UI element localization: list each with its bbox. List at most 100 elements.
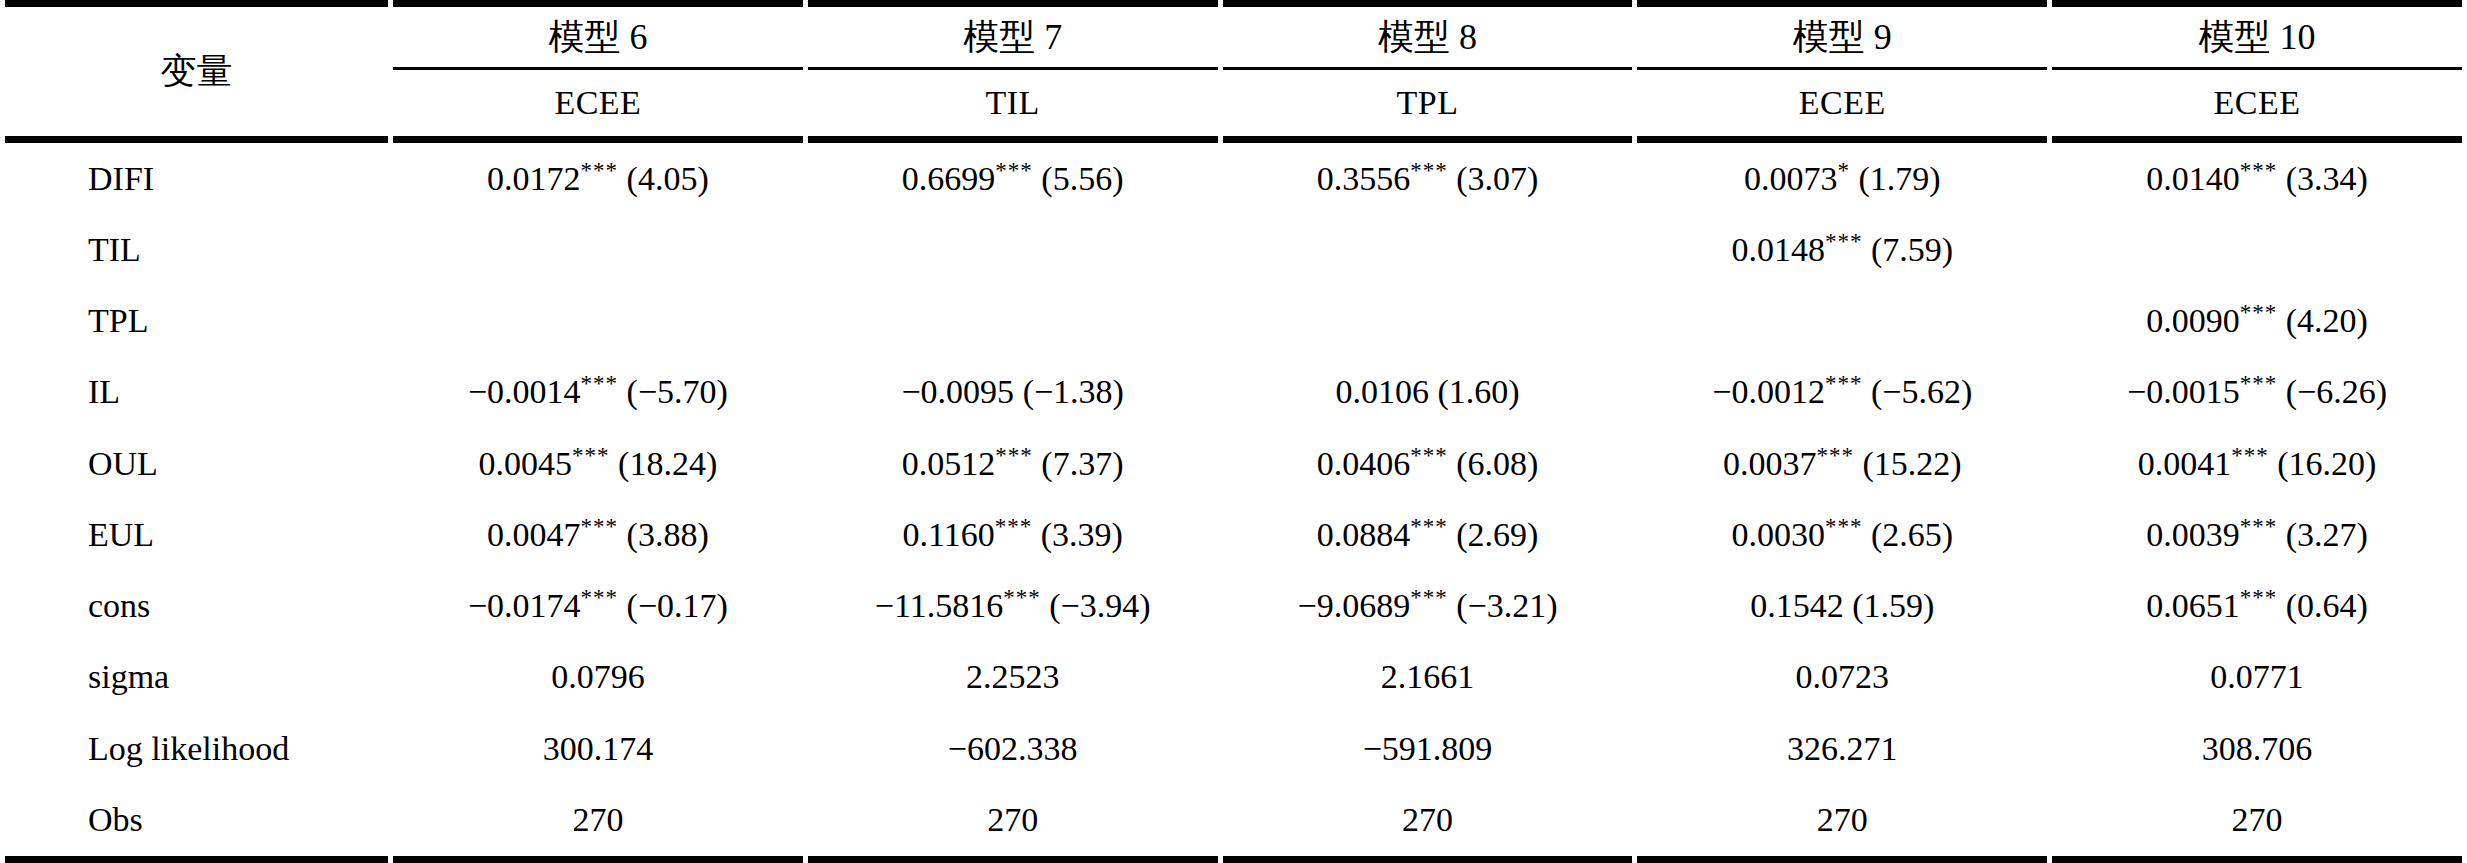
significance-stars: ***	[1825, 229, 1863, 254]
cell-value	[1223, 286, 1633, 357]
cell-value: −0.0174*** (−0.17)	[393, 571, 803, 642]
cell-value: 270	[808, 784, 1218, 863]
model-header-9: 模型 9	[1637, 0, 2047, 70]
model-header-8: 模型 8	[1223, 0, 1633, 70]
significance-stars: ***	[1410, 514, 1448, 539]
table-row: OUL0.0045*** (18.24)0.0512*** (7.37)0.04…	[5, 428, 2462, 499]
cell-value	[808, 286, 1218, 357]
row-label: IL	[5, 357, 388, 428]
regression-table: 变量 模型 6 模型 7 模型 8 模型 9 模型 10 ECEE TIL TP…	[0, 0, 2467, 863]
cell-value: 0.0723	[1637, 642, 2047, 713]
cell-value: 308.706	[2052, 713, 2462, 784]
dv-header-model7: TIL	[808, 70, 1218, 143]
cell-value: 0.0771	[2052, 642, 2462, 713]
table-row: IL−0.0014*** (−5.70)−0.0095 (−1.38)0.010…	[5, 357, 2462, 428]
table-row: TPL 0.0090*** (4.20)	[5, 286, 2462, 357]
significance-stars: ***	[2240, 585, 2278, 610]
significance-stars: ***	[581, 585, 619, 610]
row-label: sigma	[5, 642, 388, 713]
model-header-10: 模型 10	[2052, 0, 2462, 70]
cell-value: 0.0406*** (6.08)	[1223, 428, 1633, 499]
cell-value: 0.0039*** (3.27)	[2052, 499, 2462, 570]
significance-stars: ***	[995, 514, 1033, 539]
significance-stars: ***	[2240, 371, 2278, 396]
dv-header-model6: ECEE	[393, 70, 803, 143]
model-header-row: 变量 模型 6 模型 7 模型 8 模型 9 模型 10	[5, 0, 2462, 70]
cell-value: 0.6699*** (5.56)	[808, 143, 1218, 214]
significance-stars: ***	[572, 442, 610, 467]
cell-value: −591.809	[1223, 713, 1633, 784]
cell-value: 0.0172*** (4.05)	[393, 143, 803, 214]
cell-value: 0.0090*** (4.20)	[2052, 286, 2462, 357]
table-row: TIL 0.0148*** (7.59)	[5, 214, 2462, 285]
cell-value: −0.0095 (−1.38)	[808, 357, 1218, 428]
significance-stars: ***	[995, 442, 1033, 467]
cell-value	[393, 214, 803, 285]
cell-value: −0.0015*** (−6.26)	[2052, 357, 2462, 428]
cell-value: 0.0140*** (3.34)	[2052, 143, 2462, 214]
cell-value: 0.0884*** (2.69)	[1223, 499, 1633, 570]
cell-value: 0.0106 (1.60)	[1223, 357, 1633, 428]
cell-value: 0.0796	[393, 642, 803, 713]
significance-stars: *	[1837, 157, 1850, 182]
cell-value: 0.0030*** (2.65)	[1637, 499, 2047, 570]
cell-value: 0.3556*** (3.07)	[1223, 143, 1633, 214]
table-row: cons−0.0174*** (−0.17)−11.5816*** (−3.94…	[5, 571, 2462, 642]
table-row: sigma0.07962.25232.16610.07230.0771	[5, 642, 2462, 713]
significance-stars: ***	[1410, 157, 1448, 182]
cell-value	[1223, 214, 1633, 285]
cell-value: 0.0041*** (16.20)	[2052, 428, 2462, 499]
cell-value: 0.0037*** (15.22)	[1637, 428, 2047, 499]
cell-value: −0.0014*** (−5.70)	[393, 357, 803, 428]
row-label: TIL	[5, 214, 388, 285]
dv-header-model10: ECEE	[2052, 70, 2462, 143]
cell-value: 2.2523	[808, 642, 1218, 713]
variable-column-header: 变量	[5, 0, 388, 143]
significance-stars: ***	[1410, 442, 1448, 467]
significance-stars: ***	[581, 371, 619, 396]
significance-stars: ***	[2240, 300, 2278, 325]
cell-value: 0.0651*** (0.64)	[2052, 571, 2462, 642]
significance-stars: ***	[1003, 585, 1041, 610]
row-label: cons	[5, 571, 388, 642]
significance-stars: ***	[1410, 585, 1448, 610]
cell-value: 0.0148*** (7.59)	[1637, 214, 2047, 285]
table-body: DIFI0.0172*** (4.05)0.6699*** (5.56)0.35…	[5, 143, 2462, 863]
cell-value: 0.0512*** (7.37)	[808, 428, 1218, 499]
cell-value: 0.1542 (1.59)	[1637, 571, 2047, 642]
cell-value	[808, 214, 1218, 285]
cell-value: −602.338	[808, 713, 1218, 784]
cell-value: −0.0012*** (−5.62)	[1637, 357, 2047, 428]
dv-header-model8: TPL	[1223, 70, 1633, 143]
cell-value: 270	[1637, 784, 2047, 863]
significance-stars: ***	[995, 157, 1033, 182]
cell-value: 0.0047*** (3.88)	[393, 499, 803, 570]
cell-value: 0.0045*** (18.24)	[393, 428, 803, 499]
cell-value	[2052, 214, 2462, 285]
model-header-7: 模型 7	[808, 0, 1218, 70]
significance-stars: ***	[1816, 442, 1854, 467]
row-label: Obs	[5, 784, 388, 863]
table-row: Log likelihood300.174−602.338−591.809326…	[5, 713, 2462, 784]
cell-value: 270	[393, 784, 803, 863]
cell-value: 0.1160*** (3.39)	[808, 499, 1218, 570]
cell-value	[1637, 286, 2047, 357]
cell-value: 326.271	[1637, 713, 2047, 784]
row-label: OUL	[5, 428, 388, 499]
row-label: EUL	[5, 499, 388, 570]
row-label: Log likelihood	[5, 713, 388, 784]
cell-value: 270	[2052, 784, 2462, 863]
row-label: DIFI	[5, 143, 388, 214]
cell-value: 300.174	[393, 713, 803, 784]
dv-header-model9: ECEE	[1637, 70, 2047, 143]
table-row: Obs270270270270270	[5, 784, 2462, 863]
significance-stars: ***	[2240, 157, 2278, 182]
table-row: EUL0.0047*** (3.88)0.1160*** (3.39)0.088…	[5, 499, 2462, 570]
significance-stars: ***	[1825, 371, 1863, 396]
significance-stars: ***	[581, 514, 619, 539]
row-label: TPL	[5, 286, 388, 357]
significance-stars: ***	[1825, 514, 1863, 539]
significance-stars: ***	[581, 157, 619, 182]
cell-value: 2.1661	[1223, 642, 1633, 713]
cell-value: 270	[1223, 784, 1633, 863]
